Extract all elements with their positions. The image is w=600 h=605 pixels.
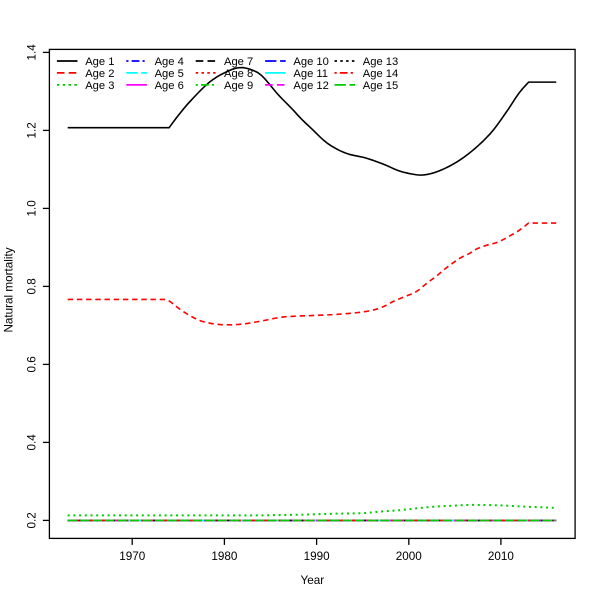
svg-text:1980: 1980	[211, 550, 238, 563]
svg-text:0.2: 0.2	[26, 512, 39, 528]
svg-text:Age 7: Age 7	[224, 56, 253, 68]
svg-text:1.4: 1.4	[26, 44, 39, 61]
svg-text:Age 6: Age 6	[155, 80, 184, 92]
svg-text:0.4: 0.4	[26, 434, 39, 451]
svg-text:Age 5: Age 5	[155, 68, 184, 80]
svg-text:Age 4: Age 4	[155, 56, 184, 68]
svg-text:1970: 1970	[119, 550, 146, 563]
svg-text:0.6: 0.6	[26, 356, 39, 372]
svg-text:Age 9: Age 9	[224, 80, 253, 92]
svg-text:0.8: 0.8	[26, 278, 39, 294]
svg-text:Year: Year	[300, 574, 324, 587]
svg-text:Age 2: Age 2	[85, 68, 114, 80]
svg-text:Age 13: Age 13	[363, 56, 398, 68]
svg-text:Age 14: Age 14	[363, 68, 398, 80]
svg-text:1.2: 1.2	[26, 122, 39, 138]
svg-text:Age 15: Age 15	[363, 80, 398, 92]
svg-text:1990: 1990	[304, 550, 331, 563]
svg-text:2010: 2010	[488, 550, 515, 563]
svg-text:Natural mortality: Natural mortality	[3, 247, 16, 332]
svg-text:Age 1: Age 1	[85, 56, 114, 68]
svg-text:1.0: 1.0	[26, 200, 39, 217]
svg-text:Age 8: Age 8	[224, 68, 253, 80]
svg-text:Age 11: Age 11	[293, 68, 328, 80]
svg-text:Age 3: Age 3	[85, 80, 114, 92]
svg-text:Age 10: Age 10	[293, 56, 328, 68]
svg-text:Age 12: Age 12	[293, 80, 328, 92]
svg-text:2000: 2000	[396, 550, 423, 563]
